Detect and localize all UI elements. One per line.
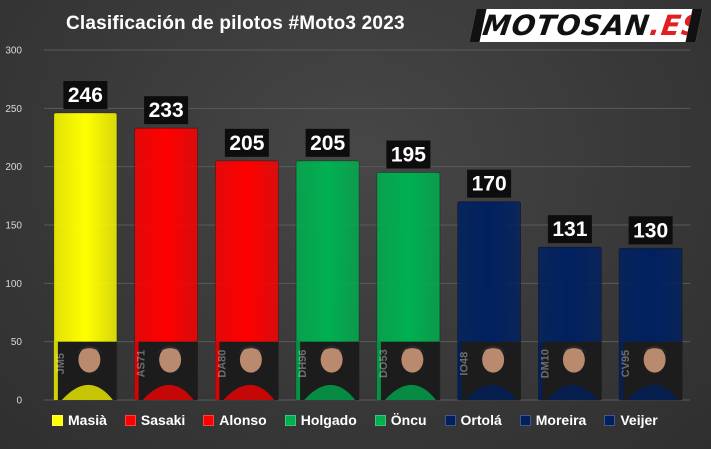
rider-photo: DA80 — [215, 342, 278, 400]
legend-label: Alonso — [219, 412, 266, 428]
legend-label: Moreira — [536, 412, 587, 428]
rider-photo: JM5 — [54, 342, 117, 400]
rider-number: AS71 — [136, 350, 148, 378]
y-tick-label: 300 — [5, 46, 22, 57]
legend-label: Masià — [68, 412, 107, 428]
legend-swatch — [604, 415, 615, 426]
legend-item: Ortolá — [445, 412, 502, 428]
legend-swatch — [125, 415, 136, 426]
rider-number: DO53 — [378, 349, 390, 378]
y-tick-label: 0 — [16, 396, 22, 407]
legend-label: Veijer — [620, 412, 657, 428]
value-label: 195 — [391, 144, 426, 167]
rider-photo: CV95 — [619, 342, 682, 400]
rider-photo: DM10 — [538, 342, 601, 400]
legend-swatch — [375, 415, 386, 426]
y-tick-label: 250 — [5, 104, 22, 115]
rider-number: DA80 — [216, 350, 228, 378]
value-label: 246 — [68, 84, 103, 107]
rider-number: DH96 — [297, 350, 309, 378]
legend-swatch — [445, 415, 456, 426]
value-label: 205 — [310, 132, 345, 155]
legend-item: Moreira — [520, 412, 587, 428]
legend-item: Masià — [52, 412, 107, 428]
legend-label: Öncu — [391, 412, 427, 428]
legend-swatch — [520, 415, 531, 426]
rider-number: DM10 — [539, 349, 551, 378]
legend-item: Alonso — [203, 412, 266, 428]
value-label: 131 — [552, 218, 587, 241]
legend-swatch — [203, 415, 214, 426]
legend-item: Holgado — [285, 412, 357, 428]
legend-item: Öncu — [375, 412, 427, 428]
value-label: 170 — [472, 173, 507, 196]
value-label: 205 — [229, 132, 264, 155]
legend-label: Sasaki — [141, 412, 185, 428]
value-label: 233 — [149, 99, 184, 122]
y-tick-label: 200 — [5, 162, 22, 173]
rider-number: IO48 — [459, 352, 471, 376]
legend-item: Veijer — [604, 412, 657, 428]
legend-label: Holgado — [301, 412, 357, 428]
legend-swatch — [285, 415, 296, 426]
rider-photo: DH96 — [296, 342, 359, 400]
rider-photo: IO48 — [458, 342, 521, 400]
rider-photo: AS71 — [135, 342, 198, 400]
y-tick-label: 150 — [5, 221, 22, 232]
rider-number: JM5 — [55, 353, 67, 374]
value-label: 130 — [633, 219, 668, 242]
legend-swatch — [52, 415, 63, 426]
legend-label: Ortolá — [461, 412, 502, 428]
chart-legend: Masià Sasaki Alonso Holgado Öncu Ortolá Moreir… — [52, 412, 692, 428]
rider-photo: DO53 — [377, 342, 440, 400]
y-tick-label: 50 — [11, 337, 23, 348]
rider-number: CV95 — [620, 350, 632, 378]
legend-item: Sasaki — [125, 412, 185, 428]
y-tick-label: 100 — [5, 279, 22, 290]
